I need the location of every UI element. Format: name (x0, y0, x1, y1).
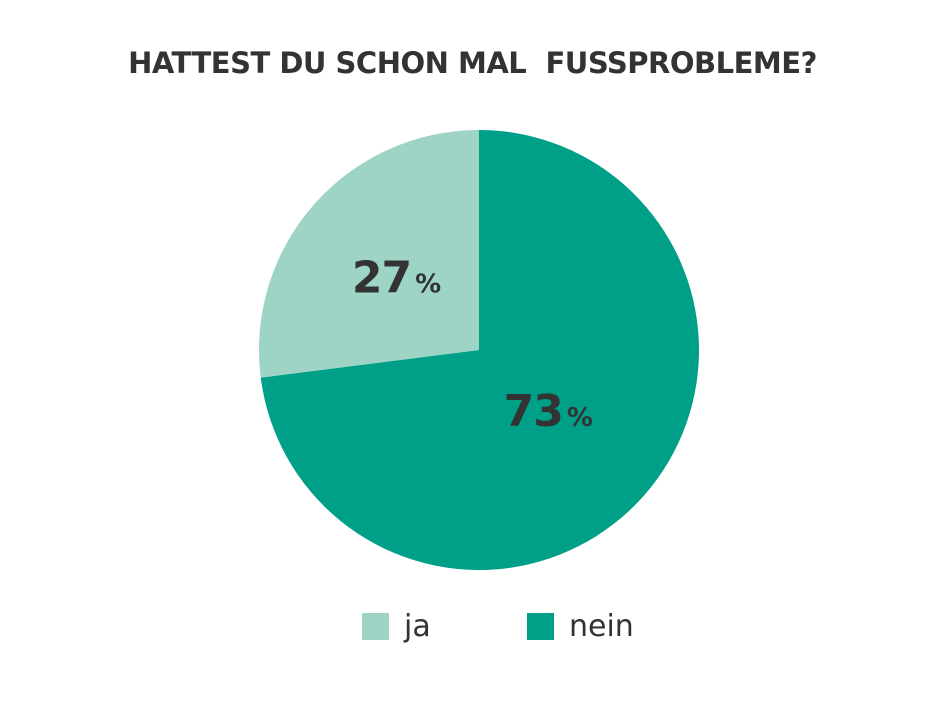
legend: ja nein (0, 605, 945, 647)
legend-item-nein: nein (527, 605, 634, 647)
pie-label-unit-nein: % (567, 403, 593, 433)
legend-swatch-ja (362, 612, 389, 640)
legend-item-ja: ja (362, 605, 431, 647)
legend-swatch-nein (527, 612, 554, 640)
pie-labels: 27 %73% (352, 252, 593, 437)
pie-slice-nein (260, 130, 700, 570)
legend-label-nein: nein (569, 608, 634, 644)
pie-label-unit-ja: % (415, 269, 441, 299)
pie-label-ja: 27% (352, 252, 441, 303)
chart-title: HATTEST DU SCHON MAL FUSSPROBLEME? (128, 46, 817, 80)
pie-label-nein: 73% (504, 386, 593, 437)
pie-label-value-ja: 27 (352, 252, 411, 303)
pie-slice-ja (259, 130, 479, 378)
legend-label-ja: ja (404, 608, 431, 644)
pie-label-value-nein: 73 (504, 386, 563, 437)
pie-slices (259, 130, 700, 570)
